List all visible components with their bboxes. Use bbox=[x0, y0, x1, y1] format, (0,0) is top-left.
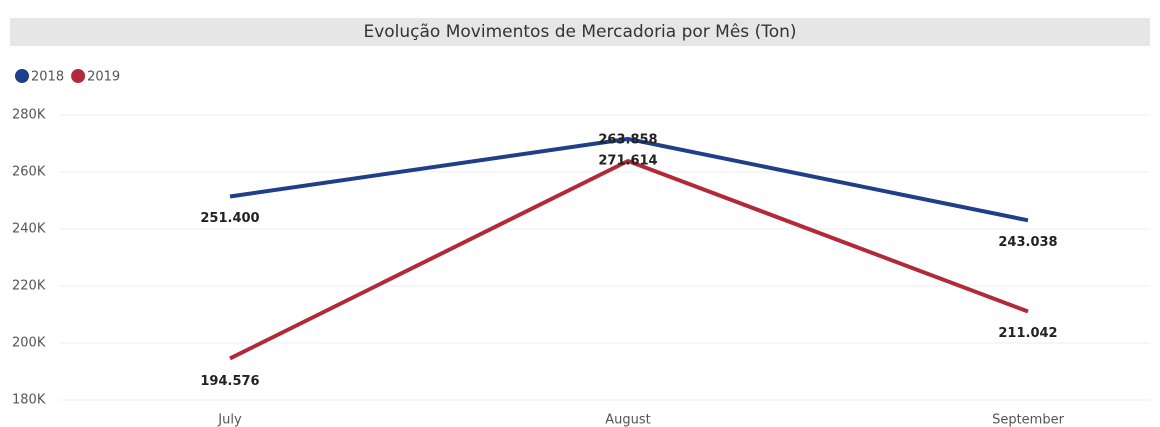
y-tick-label: 240K bbox=[12, 222, 46, 237]
y-tick-label: 260K bbox=[12, 165, 46, 180]
title-band bbox=[10, 18, 1150, 46]
legend-label: 2018 bbox=[31, 70, 64, 85]
x-tick-label: September bbox=[992, 413, 1065, 427]
legend-label: 2019 bbox=[87, 70, 120, 85]
data-label: 211.042 bbox=[998, 326, 1057, 341]
legend-marker bbox=[71, 69, 86, 83]
data-label: 194.576 bbox=[200, 374, 259, 389]
data-label: 251.400 bbox=[200, 211, 259, 226]
legend-marker bbox=[15, 69, 29, 83]
x-tick-label: July bbox=[217, 413, 242, 427]
data-label: 243.038 bbox=[998, 235, 1057, 250]
line-series bbox=[229, 159, 1029, 361]
data-label: 271.614 bbox=[598, 153, 657, 168]
chart-title: Evolução Movimentos de Mercadoria por Mê… bbox=[363, 22, 796, 42]
y-tick-label: 280K bbox=[12, 108, 46, 123]
data-label: 263.858 bbox=[598, 133, 657, 148]
x-tick-label: August bbox=[605, 413, 651, 427]
y-tick-label: 180K bbox=[12, 393, 46, 408]
y-tick-label: 200K bbox=[12, 336, 46, 351]
line-series bbox=[229, 136, 1029, 223]
y-tick-label: 220K bbox=[12, 279, 46, 294]
